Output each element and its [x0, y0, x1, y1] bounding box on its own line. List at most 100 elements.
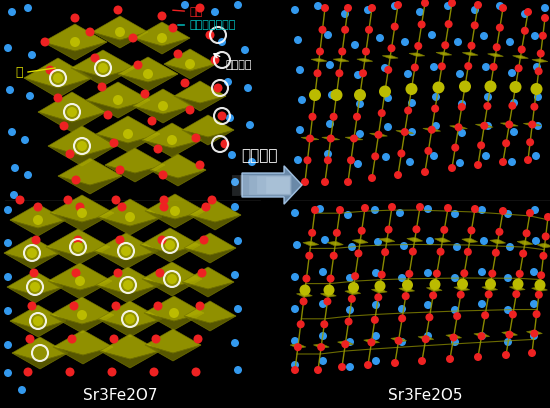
- Circle shape: [327, 275, 334, 283]
- Circle shape: [477, 142, 485, 149]
- Polygon shape: [184, 233, 236, 255]
- Circle shape: [535, 279, 546, 290]
- Circle shape: [384, 123, 392, 131]
- Circle shape: [356, 100, 364, 108]
- Polygon shape: [182, 267, 234, 289]
- Circle shape: [414, 42, 422, 50]
- Polygon shape: [502, 331, 518, 336]
- Circle shape: [185, 106, 195, 115]
- Polygon shape: [418, 336, 434, 340]
- Circle shape: [309, 113, 316, 121]
- Circle shape: [492, 249, 500, 257]
- Circle shape: [358, 227, 366, 235]
- Circle shape: [314, 366, 322, 374]
- Polygon shape: [142, 279, 202, 296]
- Polygon shape: [100, 351, 160, 368]
- Polygon shape: [182, 115, 234, 137]
- Circle shape: [4, 341, 12, 349]
- Circle shape: [487, 82, 494, 91]
- Circle shape: [296, 320, 305, 328]
- Circle shape: [372, 357, 380, 365]
- Circle shape: [320, 320, 328, 328]
- Circle shape: [344, 317, 353, 326]
- Circle shape: [382, 153, 390, 161]
- Circle shape: [346, 363, 354, 371]
- Circle shape: [329, 252, 338, 260]
- Circle shape: [453, 243, 461, 251]
- Circle shape: [53, 93, 63, 102]
- Circle shape: [499, 4, 507, 12]
- Polygon shape: [96, 134, 160, 152]
- Circle shape: [4, 206, 12, 214]
- Polygon shape: [303, 241, 319, 246]
- Circle shape: [521, 27, 529, 35]
- Circle shape: [65, 368, 74, 377]
- Circle shape: [324, 156, 332, 164]
- Circle shape: [398, 338, 406, 346]
- Polygon shape: [490, 239, 505, 244]
- Circle shape: [59, 122, 69, 131]
- Circle shape: [444, 204, 452, 212]
- Polygon shape: [513, 55, 529, 59]
- Circle shape: [367, 338, 376, 346]
- Circle shape: [194, 335, 202, 344]
- Circle shape: [530, 300, 538, 308]
- Circle shape: [231, 178, 239, 186]
- Circle shape: [391, 2, 399, 10]
- Circle shape: [328, 91, 336, 99]
- Text: Sr3Fe2O7: Sr3Fe2O7: [82, 388, 157, 404]
- Circle shape: [324, 31, 332, 39]
- Circle shape: [451, 144, 459, 152]
- Circle shape: [8, 8, 16, 16]
- Circle shape: [200, 235, 208, 244]
- Circle shape: [446, 355, 454, 363]
- Circle shape: [537, 271, 545, 279]
- Circle shape: [416, 8, 424, 16]
- Polygon shape: [407, 237, 422, 242]
- Circle shape: [424, 301, 432, 309]
- Circle shape: [347, 156, 355, 164]
- Circle shape: [524, 156, 532, 164]
- Circle shape: [485, 290, 493, 298]
- Polygon shape: [182, 130, 234, 145]
- Circle shape: [384, 66, 392, 74]
- Circle shape: [354, 71, 362, 79]
- Polygon shape: [94, 251, 158, 269]
- Circle shape: [354, 160, 362, 168]
- Polygon shape: [357, 58, 373, 62]
- Circle shape: [528, 349, 536, 357]
- Circle shape: [368, 174, 376, 182]
- Circle shape: [157, 33, 167, 43]
- Polygon shape: [423, 128, 441, 131]
- Circle shape: [493, 43, 500, 51]
- Circle shape: [456, 159, 464, 167]
- Circle shape: [471, 205, 479, 213]
- Polygon shape: [301, 137, 319, 140]
- Polygon shape: [426, 287, 442, 291]
- Polygon shape: [145, 211, 205, 228]
- Circle shape: [480, 237, 488, 245]
- Circle shape: [441, 226, 448, 234]
- Polygon shape: [184, 301, 236, 323]
- Circle shape: [531, 32, 539, 40]
- Circle shape: [354, 89, 366, 101]
- Circle shape: [314, 69, 322, 77]
- Polygon shape: [98, 301, 162, 328]
- Polygon shape: [338, 341, 353, 346]
- Polygon shape: [145, 194, 205, 219]
- Circle shape: [116, 166, 124, 175]
- Circle shape: [505, 331, 514, 339]
- Circle shape: [75, 202, 85, 211]
- Circle shape: [394, 171, 402, 179]
- Polygon shape: [48, 126, 116, 156]
- Circle shape: [291, 305, 299, 313]
- Circle shape: [402, 279, 413, 290]
- Circle shape: [372, 269, 380, 277]
- Circle shape: [160, 195, 168, 204]
- Circle shape: [63, 195, 73, 204]
- Circle shape: [483, 102, 491, 110]
- Circle shape: [348, 295, 356, 303]
- Circle shape: [432, 93, 440, 101]
- Circle shape: [10, 191, 18, 199]
- Circle shape: [361, 204, 369, 212]
